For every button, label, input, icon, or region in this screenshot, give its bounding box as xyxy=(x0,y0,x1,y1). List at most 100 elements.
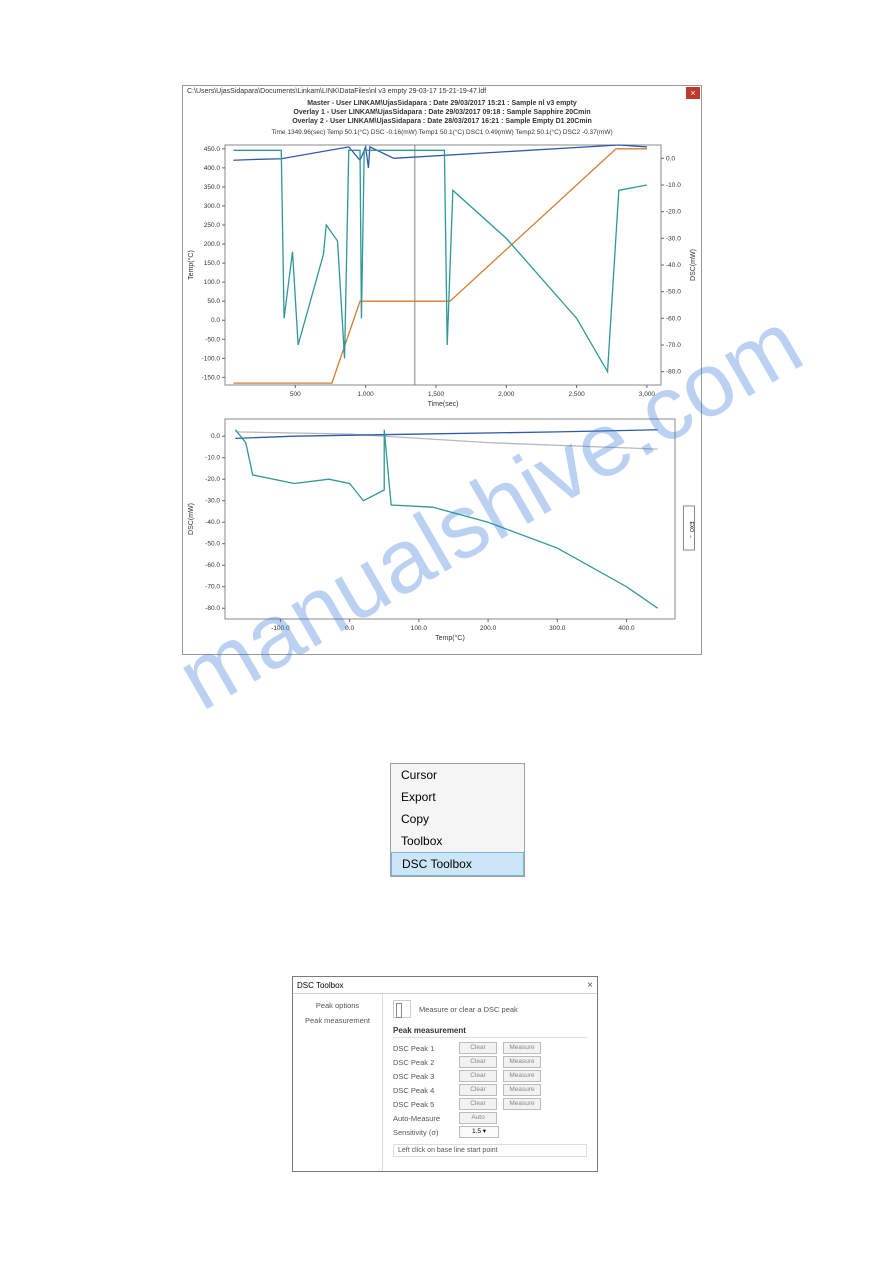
peak-label-1: DSC Peak 1 xyxy=(393,1044,453,1053)
auto-measure-row: Auto-Measure Auto xyxy=(393,1112,587,1124)
toolbox-header-text: Measure or clear a DSC peak xyxy=(419,1005,518,1014)
svg-text:-30.0: -30.0 xyxy=(666,236,681,243)
peak-row-2: DSC Peak 2 Clear Measure xyxy=(393,1056,587,1068)
chart-header-lines: Master - User LINKAM\UjasSidapara : Date… xyxy=(183,97,701,128)
svg-text:-30.0: -30.0 xyxy=(205,498,220,505)
svg-text:-70.0: -70.0 xyxy=(205,584,220,591)
menu-item-toolbox[interactable]: Toolbox xyxy=(391,830,524,852)
svg-text:100.0: 100.0 xyxy=(204,279,221,286)
svg-text:0.0: 0.0 xyxy=(211,318,220,325)
svg-text:Temp(°C): Temp(°C) xyxy=(187,250,195,280)
file-path: C:\Users\UjasSidapara\Documents\Linkam\L… xyxy=(183,86,701,97)
peak-row-1: DSC Peak 1 Clear Measure xyxy=(393,1042,587,1054)
close-button[interactable]: × xyxy=(686,87,700,99)
svg-text:0.0: 0.0 xyxy=(211,433,220,440)
svg-text:-10.0: -10.0 xyxy=(666,182,681,189)
svg-text:250.0: 250.0 xyxy=(204,222,221,229)
svg-text:500: 500 xyxy=(290,391,301,398)
menu-item-dsc-toolbox[interactable]: DSC Toolbox xyxy=(391,852,524,876)
svg-text:-100.0: -100.0 xyxy=(202,356,221,363)
svg-text:0.0: 0.0 xyxy=(345,625,354,632)
sidebar-peak-options[interactable]: Peak options xyxy=(293,998,382,1013)
svg-text:-20.0: -20.0 xyxy=(666,209,681,216)
svg-text:-20.0: -20.0 xyxy=(205,476,220,483)
menu-item-cursor[interactable]: Cursor xyxy=(391,764,524,786)
toolbox-close-button[interactable]: × xyxy=(587,980,593,991)
peak-label-5: DSC Peak 5 xyxy=(393,1100,453,1109)
measure-button-2[interactable]: Measure xyxy=(503,1056,541,1068)
header-master: Master - User LINKAM\UjasSidapara : Date… xyxy=(183,99,701,108)
svg-text:1,500: 1,500 xyxy=(428,391,445,398)
svg-text:400.0: 400.0 xyxy=(204,165,221,172)
svg-text:-50.0: -50.0 xyxy=(666,289,681,296)
peak-label-2: DSC Peak 2 xyxy=(393,1058,453,1067)
toolbox-main: Measure or clear a DSC peak Peak measure… xyxy=(383,994,597,1171)
svg-text:200.0: 200.0 xyxy=(204,241,221,248)
svg-text:300.0: 300.0 xyxy=(549,625,566,632)
svg-text:-80.0: -80.0 xyxy=(666,369,681,376)
measure-button-1[interactable]: Measure xyxy=(503,1042,541,1054)
sidebar-peak-measurement[interactable]: Peak measurement xyxy=(293,1013,382,1028)
svg-text:-60.0: -60.0 xyxy=(666,316,681,323)
auto-measure-label: Auto-Measure xyxy=(393,1114,453,1123)
clear-button-2[interactable]: Clear xyxy=(459,1056,497,1068)
menu-item-export[interactable]: Export xyxy=(391,786,524,808)
chart-upper[interactable]: 5001,0001,5002,0002,5003,000Time(sec)-15… xyxy=(183,139,701,409)
chart-lower[interactable]: -100.0 0.0 100.0 200.0 300.0 400.0 Temp(°C) -80… xyxy=(183,413,701,643)
peak-label-4: DSC Peak 4 xyxy=(393,1086,453,1095)
svg-text:Time(sec): Time(sec) xyxy=(428,401,459,408)
svg-text:100.0: 100.0 xyxy=(411,625,428,632)
sensitivity-select[interactable]: 1.5 ▾ xyxy=(459,1126,499,1138)
peak-row-3: DSC Peak 3 Clear Measure xyxy=(393,1070,587,1082)
svg-text:0.0: 0.0 xyxy=(666,156,675,163)
svg-text:350.0: 350.0 xyxy=(204,184,221,191)
svg-text:150.0: 150.0 xyxy=(204,260,221,267)
clear-button-5[interactable]: Clear xyxy=(459,1098,497,1110)
svg-text:300.0: 300.0 xyxy=(204,203,221,210)
svg-text:DSC(mW): DSC(mW) xyxy=(188,503,195,535)
clear-button-3[interactable]: Clear xyxy=(459,1070,497,1082)
svg-text:-10.0: -10.0 xyxy=(205,455,220,462)
svg-text:-80.0: -80.0 xyxy=(205,606,220,613)
toolbox-title: DSC Toolbox xyxy=(297,981,344,990)
toolbox-footer-hint: Left click on base line start point xyxy=(393,1144,587,1157)
svg-text:400.0: 400.0 xyxy=(618,625,635,632)
svg-text:2,500: 2,500 xyxy=(568,391,585,398)
svg-text:-60.0: -60.0 xyxy=(205,563,220,570)
svg-text:-70.0: -70.0 xyxy=(666,342,681,349)
header-overlay2: Overlay 2 - User LINKAM\UjasSidapara : D… xyxy=(183,117,701,126)
svg-text:200.0: 200.0 xyxy=(480,625,497,632)
peak-row-4: DSC Peak 4 Clear Measure xyxy=(393,1084,587,1096)
svg-text:-40.0: -40.0 xyxy=(666,262,681,269)
measure-button-5[interactable]: Measure xyxy=(503,1098,541,1110)
svg-text:-100.0: -100.0 xyxy=(271,625,290,632)
svg-text:1,000: 1,000 xyxy=(358,391,375,398)
svg-text:3,000: 3,000 xyxy=(639,391,656,398)
svg-text:2,000: 2,000 xyxy=(498,391,515,398)
toolbox-sidebar: Peak options Peak measurement xyxy=(293,994,383,1171)
clear-button-4[interactable]: Clear xyxy=(459,1084,497,1096)
toolbox-titlebar: DSC Toolbox × xyxy=(293,977,597,994)
measure-button-4[interactable]: Measure xyxy=(503,1084,541,1096)
svg-text:DSC(mW): DSC(mW) xyxy=(690,249,697,281)
svg-text:-50.0: -50.0 xyxy=(205,337,220,344)
chart-window: × C:\Users\UjasSidapara\Documents\Linkam… xyxy=(182,85,702,655)
sensitivity-label: Sensitivity (σ) xyxy=(393,1128,453,1137)
header-overlay1: Overlay 1 - User LINKAM\UjasSidapara : D… xyxy=(183,108,701,117)
menu-item-copy[interactable]: Copy xyxy=(391,808,524,830)
section-peak-measurement: Peak measurement xyxy=(393,1024,587,1038)
svg-text:-50.0: -50.0 xyxy=(205,541,220,548)
svg-text:Temp(°C): Temp(°C) xyxy=(435,634,465,642)
dsc-toolbox-window: DSC Toolbox × Peak options Peak measurem… xyxy=(292,976,598,1172)
sensitivity-row: Sensitivity (σ) 1.5 ▾ xyxy=(393,1126,587,1138)
peak-icon xyxy=(393,1000,411,1018)
peak-row-5: DSC Peak 5 Clear Measure xyxy=(393,1098,587,1110)
auto-button[interactable]: Auto xyxy=(459,1112,497,1124)
status-line: Time 1349.96(sec) Temp 50.1(°C) DSC -0.1… xyxy=(183,128,701,137)
peak-label-3: DSC Peak 3 xyxy=(393,1072,453,1081)
clear-button-1[interactable]: Clear xyxy=(459,1042,497,1054)
context-menu: CursorExportCopyToolboxDSC Toolbox xyxy=(390,763,525,877)
svg-text:50.0: 50.0 xyxy=(207,298,220,305)
measure-button-3[interactable]: Measure xyxy=(503,1070,541,1082)
exo-indicator: EXO → xyxy=(683,506,695,551)
